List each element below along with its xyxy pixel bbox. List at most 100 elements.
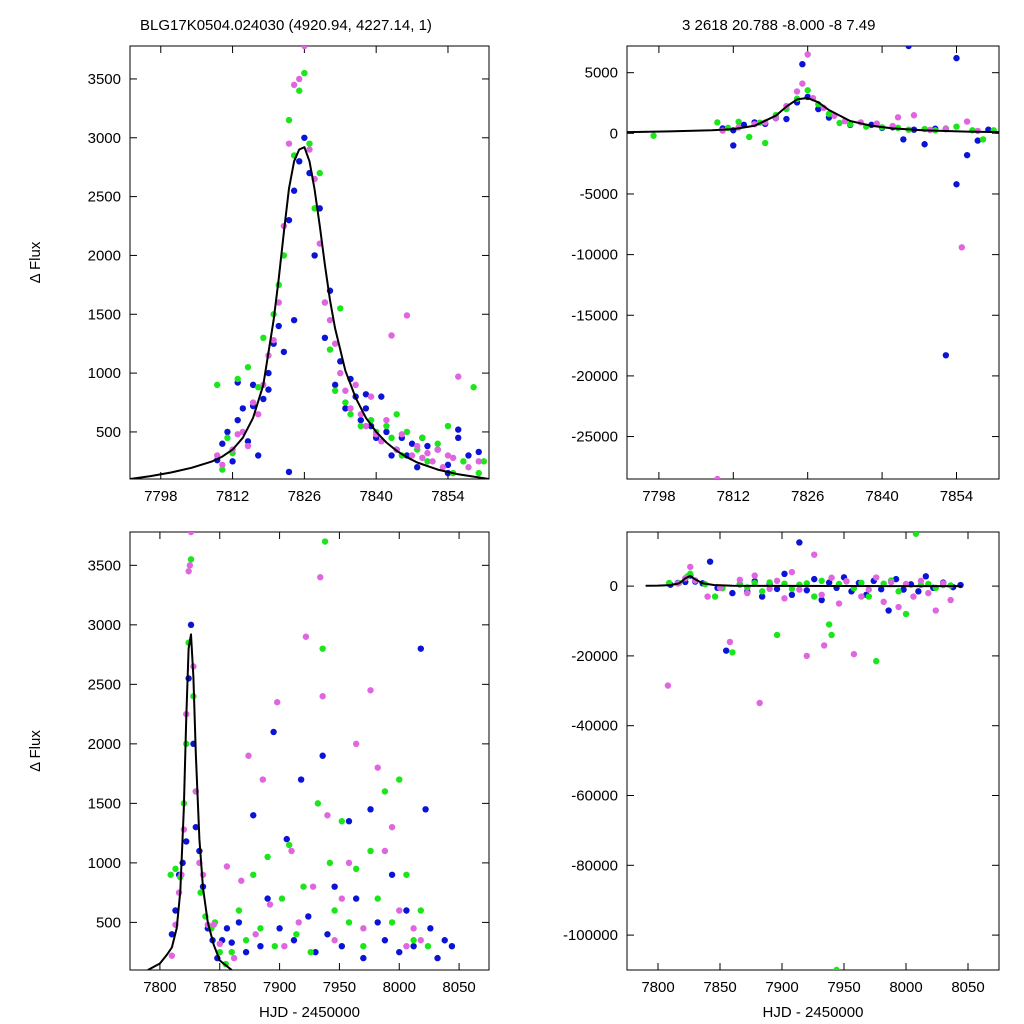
data-point-blue	[219, 440, 226, 447]
y-tick-label: 1500	[88, 306, 121, 323]
y-tick-label: 1000	[88, 855, 121, 872]
data-point-blue	[374, 919, 381, 926]
data-point-magenta	[714, 475, 721, 479]
data-point-magenta	[168, 952, 176, 959]
data-point-magenta	[726, 638, 734, 646]
data-point-magenta	[781, 595, 788, 602]
data-point-magenta	[252, 931, 259, 938]
data-point-green	[434, 440, 441, 447]
data-point-blue	[352, 895, 360, 902]
data-point-green	[367, 847, 374, 855]
data-point-green	[979, 136, 987, 143]
data-point-green	[321, 538, 329, 545]
data-point-green	[381, 788, 389, 795]
data-point-blue	[239, 405, 247, 412]
y-tick-label: 2500	[88, 189, 121, 206]
y-tick-label: -25000	[571, 429, 618, 446]
data-point-magenta	[360, 925, 367, 932]
data-point-blue	[900, 586, 907, 593]
data-point-blue	[223, 925, 231, 932]
data-point-blue	[311, 252, 318, 259]
data-point-blue	[408, 440, 416, 447]
data-point-green	[825, 621, 833, 628]
data-point-green	[828, 631, 835, 639]
data-point-blue	[953, 54, 960, 62]
data-point-magenta	[352, 381, 359, 389]
data-point-blue	[465, 452, 472, 459]
data-point-green	[342, 399, 349, 406]
y-axis-label: Δ Flux	[27, 241, 44, 283]
data-point-green	[714, 119, 721, 126]
data-point-magenta	[788, 568, 796, 576]
data-point-blue	[331, 883, 338, 890]
data-point-green	[260, 334, 267, 342]
data-point-blue	[319, 752, 326, 759]
data-point-magenta	[288, 847, 295, 855]
data-point-magenta	[455, 373, 462, 380]
data-point-blue	[235, 919, 243, 926]
data-point-blue	[424, 442, 431, 450]
x-tick-label: 7840	[865, 488, 898, 505]
data-point-blue	[974, 137, 981, 144]
data-point-magenta	[331, 340, 339, 347]
data-point-magenta	[766, 585, 773, 593]
data-point-magenta	[383, 416, 390, 424]
data-point-green	[331, 387, 339, 394]
data-point-blue	[396, 948, 403, 956]
fit-parameters-title: 3 2618 20.788 -8.000 -8 7.49	[682, 17, 876, 34]
data-point-magenta	[773, 577, 781, 585]
data-point-magenta	[347, 405, 354, 412]
data-point-magenta	[367, 687, 374, 694]
data-point-blue	[921, 141, 928, 148]
panel-top-right: 7798 7812 7826 7840 7854 5000 0 -5000 -10000 -150…	[571, 45, 1000, 505]
data-point-magenta	[244, 442, 252, 450]
data-point-blue	[255, 452, 262, 459]
data-point-green	[197, 889, 204, 896]
data-point-magenta	[255, 411, 262, 418]
data-point-blue	[706, 558, 714, 565]
data-point-magenta	[873, 574, 880, 581]
data-point-blue	[242, 948, 250, 956]
data-point-magenta	[309, 883, 317, 890]
model-curve	[645, 574, 962, 588]
data-point-blue	[417, 645, 424, 652]
data-point-blue	[297, 776, 305, 783]
data-point-blue	[228, 939, 235, 946]
data-point-green	[264, 853, 271, 861]
data-point-magenta	[302, 633, 310, 640]
data-point-magenta	[285, 140, 293, 147]
plot-frame	[129, 45, 490, 480]
data-point-green	[825, 110, 833, 118]
data-point-blue	[338, 942, 346, 950]
data-point-magenta	[342, 387, 349, 394]
data-point-green	[873, 657, 880, 665]
data-point-green	[417, 907, 424, 914]
x-tick-label: 7812	[216, 488, 249, 505]
data-point-magenta	[417, 937, 424, 944]
data-point-blue	[448, 942, 456, 950]
data-point-magenta	[894, 114, 902, 121]
data-point-blue	[729, 589, 736, 597]
data-point-blue	[264, 895, 271, 902]
data-point-green	[326, 859, 334, 867]
data-point-magenta	[301, 46, 308, 50]
data-point-blue	[818, 596, 825, 604]
data-point-green	[788, 585, 796, 593]
data-point-blue	[444, 461, 452, 469]
data-point-magenta	[799, 80, 806, 87]
data-point-green	[242, 937, 250, 944]
data-point-magenta	[910, 593, 917, 600]
data-point-green	[296, 87, 303, 94]
data-point-blue	[249, 381, 257, 389]
data-point-green	[257, 925, 264, 932]
data-point-green	[912, 532, 920, 537]
data-point-blue	[422, 806, 429, 813]
data-point-magenta	[326, 316, 334, 324]
data-point-green	[244, 364, 252, 371]
y-tick-label: -20000	[571, 368, 618, 385]
x-axis-label: HJD - 2450000	[259, 1004, 360, 1021]
data-point-blue	[360, 954, 367, 962]
data-point-blue	[290, 316, 298, 324]
data-point-blue	[378, 393, 385, 400]
data-point-green	[393, 411, 400, 418]
